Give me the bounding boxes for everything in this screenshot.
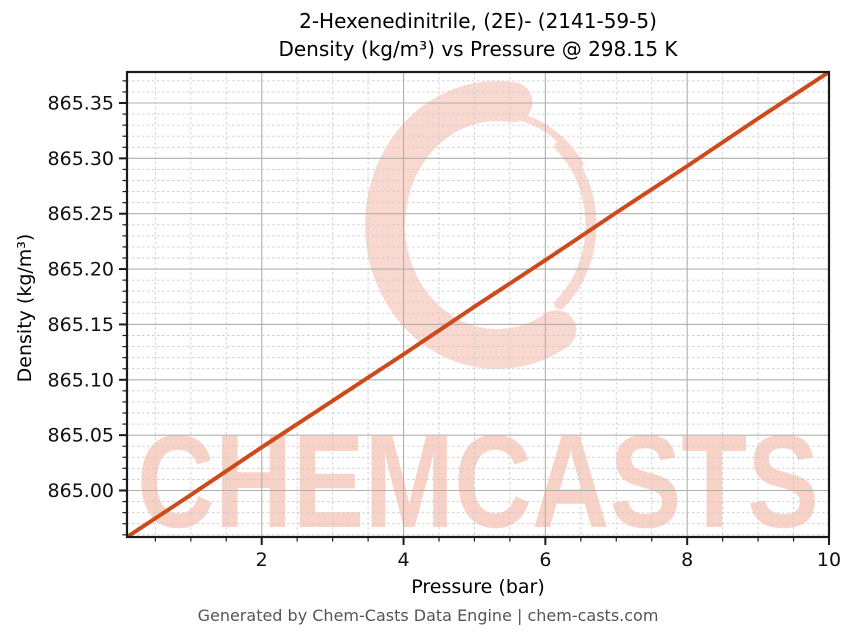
plot-border bbox=[125, 70, 831, 539]
watermark: CHEMCASTS bbox=[137, 81, 819, 555]
y-tick-label: 865.00 bbox=[48, 480, 114, 502]
chart-title-line1: 2-Hexenedinitrile, (2E)- (2141-59-5) bbox=[299, 9, 657, 33]
minor-grid bbox=[127, 72, 829, 537]
x-tick-label: 6 bbox=[539, 549, 551, 571]
major-grid bbox=[127, 72, 830, 537]
chart-title: 2-Hexenedinitrile, (2E)- (2141-59-5) Den… bbox=[127, 7, 829, 63]
y-axis-label: Density (kg/m³) bbox=[14, 233, 36, 383]
y-tick-label: 865.30 bbox=[48, 148, 114, 170]
y-tick-label: 865.15 bbox=[48, 314, 114, 336]
watermark-brush-circle-icon bbox=[365, 81, 597, 369]
y-tick-label: 865.05 bbox=[48, 425, 114, 447]
data-series-line bbox=[127, 72, 829, 537]
y-tick-label: 865.10 bbox=[48, 369, 114, 391]
y-tick-label: 865.20 bbox=[48, 259, 114, 281]
chart-title-line2: Density (kg/m³) vs Pressure @ 298.15 K bbox=[278, 37, 678, 61]
tick-labels: 2 4 6 8 10 865.00 865.05 865.10 865.15 865.20 865.… bbox=[48, 93, 842, 572]
footer-credit: Generated by Chem-Casts Data Engine | ch… bbox=[197, 606, 659, 625]
y-tick-label: 865.35 bbox=[48, 93, 114, 115]
watermark-text: CHEMCASTS bbox=[137, 408, 819, 555]
x-tick-label: 4 bbox=[397, 549, 409, 571]
y-tick-label: 865.25 bbox=[48, 203, 114, 225]
x-tick-label: 8 bbox=[681, 549, 693, 571]
x-tick-label: 2 bbox=[256, 549, 268, 571]
axis-ticks bbox=[119, 80, 830, 545]
x-tick-label: 10 bbox=[817, 549, 841, 571]
x-axis-label: Pressure (bar) bbox=[411, 576, 545, 598]
